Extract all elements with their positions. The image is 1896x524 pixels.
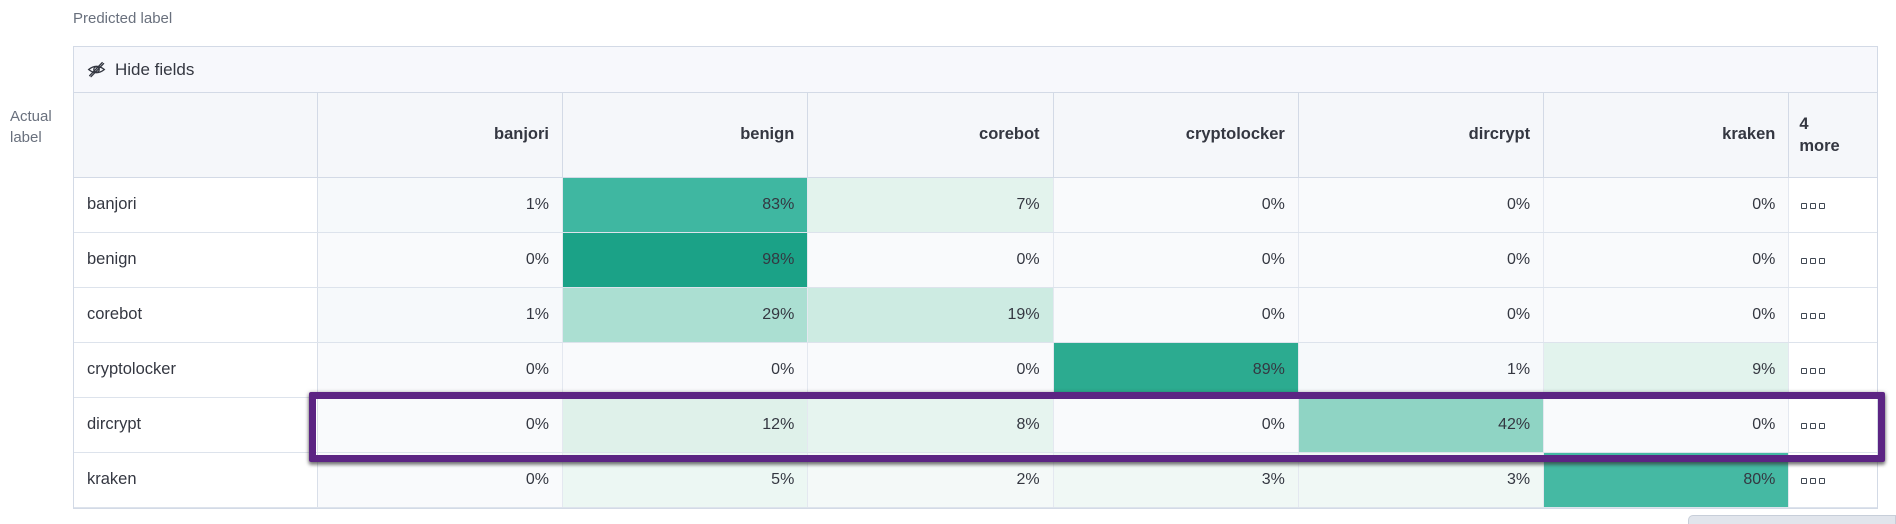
- more-columns-header[interactable]: 4 more: [1788, 93, 1877, 178]
- matrix-cell[interactable]: 0%: [1053, 177, 1299, 233]
- matrix-cell[interactable]: 89%: [1053, 342, 1299, 398]
- matrix-cell[interactable]: 0%: [1543, 232, 1790, 288]
- matrix-cell[interactable]: 3%: [1298, 452, 1545, 508]
- matrix-cell[interactable]: 1%: [1298, 342, 1545, 398]
- matrix-cell[interactable]: 0%: [1298, 177, 1545, 233]
- actual-axis-label-line1: Actual: [10, 108, 52, 125]
- matrix-cell[interactable]: 9%: [1543, 342, 1790, 398]
- row-actions-icon[interactable]: [1799, 256, 1827, 266]
- matrix-cell[interactable]: 98%: [562, 232, 809, 288]
- actual-axis-label: Actual label: [10, 106, 65, 148]
- row-actions-cell: [1788, 342, 1877, 398]
- matrix-cell[interactable]: 0%: [1298, 287, 1545, 343]
- hide-fields-button[interactable]: Hide fields: [87, 60, 194, 80]
- predicted-axis-label: Predicted label: [73, 10, 173, 27]
- table-row-kraken: kraken 0% 5% 2% 3% 3% 80%: [74, 452, 1877, 508]
- table-row-banjori: banjori 1% 83% 7% 0% 0% 0%: [74, 177, 1877, 233]
- matrix-cell[interactable]: 80%: [1543, 452, 1790, 508]
- table-row-benign: benign 0% 98% 0% 0% 0% 0%: [74, 232, 1877, 288]
- matrix-cell[interactable]: 1%: [317, 287, 564, 343]
- matrix-cell[interactable]: 8%: [807, 397, 1054, 453]
- row-actions-cell: [1788, 177, 1877, 233]
- matrix-cell[interactable]: 0%: [317, 397, 564, 453]
- col-header-corebot[interactable]: corebot: [807, 93, 1054, 178]
- hide-fields-label: Hide fields: [115, 59, 195, 79]
- col-header-kraken[interactable]: kraken: [1543, 93, 1790, 178]
- row-actions-icon[interactable]: [1799, 201, 1827, 211]
- matrix-cell[interactable]: 29%: [562, 287, 809, 343]
- table-row-cryptolocker: cryptolocker 0% 0% 0% 89% 1% 9%: [74, 342, 1877, 398]
- matrix-cell[interactable]: 0%: [1053, 287, 1299, 343]
- matrix-cell[interactable]: 0%: [562, 342, 809, 398]
- corner-header-cell: [74, 93, 318, 178]
- header-row: banjori benign corebot cryptolocker dirc…: [74, 93, 1877, 178]
- matrix-cell[interactable]: 1%: [317, 177, 564, 233]
- row-actions-icon[interactable]: [1799, 421, 1827, 431]
- row-actions-icon[interactable]: [1799, 476, 1827, 486]
- matrix-cell[interactable]: 0%: [807, 342, 1054, 398]
- more-columns-word: more: [1799, 136, 1840, 155]
- matrix-cell[interactable]: 0%: [807, 232, 1054, 288]
- matrix-cell[interactable]: 0%: [317, 342, 564, 398]
- row-label-cryptolocker: cryptolocker: [74, 342, 318, 398]
- matrix-cell[interactable]: 0%: [1543, 177, 1790, 233]
- matrix-cell[interactable]: 19%: [807, 287, 1054, 343]
- matrix-cell[interactable]: 0%: [1053, 232, 1299, 288]
- matrix-cell[interactable]: 0%: [1298, 232, 1545, 288]
- row-actions-icon[interactable]: [1799, 366, 1827, 376]
- table-row-dircrypt: dircrypt 0% 12% 8% 0% 42% 0%: [74, 397, 1877, 453]
- more-columns-count: 4: [1799, 114, 1809, 133]
- col-header-benign[interactable]: benign: [562, 93, 809, 178]
- row-actions-cell: [1788, 287, 1877, 343]
- row-label-banjori: banjori: [74, 177, 318, 233]
- horizontal-scrollbar[interactable]: [1688, 515, 1896, 524]
- col-header-dircrypt[interactable]: dircrypt: [1298, 93, 1545, 178]
- matrix-cell[interactable]: 7%: [807, 177, 1054, 233]
- row-actions-cell: [1788, 232, 1877, 288]
- col-header-banjori[interactable]: banjori: [317, 93, 564, 178]
- matrix-cell[interactable]: 83%: [562, 177, 809, 233]
- row-actions-icon[interactable]: [1799, 311, 1827, 321]
- matrix-cell[interactable]: 0%: [317, 232, 564, 288]
- row-actions-cell: [1788, 452, 1877, 508]
- row-label-benign: benign: [74, 232, 318, 288]
- row-label-corebot: corebot: [74, 287, 318, 343]
- matrix-cell[interactable]: 0%: [1053, 397, 1299, 453]
- confusion-matrix-grid: Hide fields banjori benign corebot crypt…: [73, 46, 1878, 509]
- matrix-cell[interactable]: 12%: [562, 397, 809, 453]
- matrix-cell[interactable]: 3%: [1053, 452, 1299, 508]
- actual-axis-label-line2: label: [10, 129, 42, 146]
- row-actions-cell: [1788, 397, 1877, 453]
- row-label-dircrypt: dircrypt: [74, 397, 318, 453]
- grid-toolbar: Hide fields: [74, 47, 1877, 93]
- col-header-cryptolocker[interactable]: cryptolocker: [1053, 93, 1299, 178]
- matrix-cell[interactable]: 0%: [1543, 287, 1790, 343]
- matrix-cell[interactable]: 0%: [317, 452, 564, 508]
- row-label-kraken: kraken: [74, 452, 318, 508]
- matrix-cell[interactable]: 0%: [1543, 397, 1790, 453]
- matrix-cell[interactable]: 42%: [1298, 397, 1545, 453]
- table-row-corebot: corebot 1% 29% 19% 0% 0% 0%: [74, 287, 1877, 343]
- matrix-cell[interactable]: 5%: [562, 452, 809, 508]
- eye-closed-icon: [87, 60, 106, 79]
- matrix-cell[interactable]: 2%: [807, 452, 1054, 508]
- confusion-matrix-table: banjori benign corebot cryptolocker dirc…: [74, 93, 1877, 508]
